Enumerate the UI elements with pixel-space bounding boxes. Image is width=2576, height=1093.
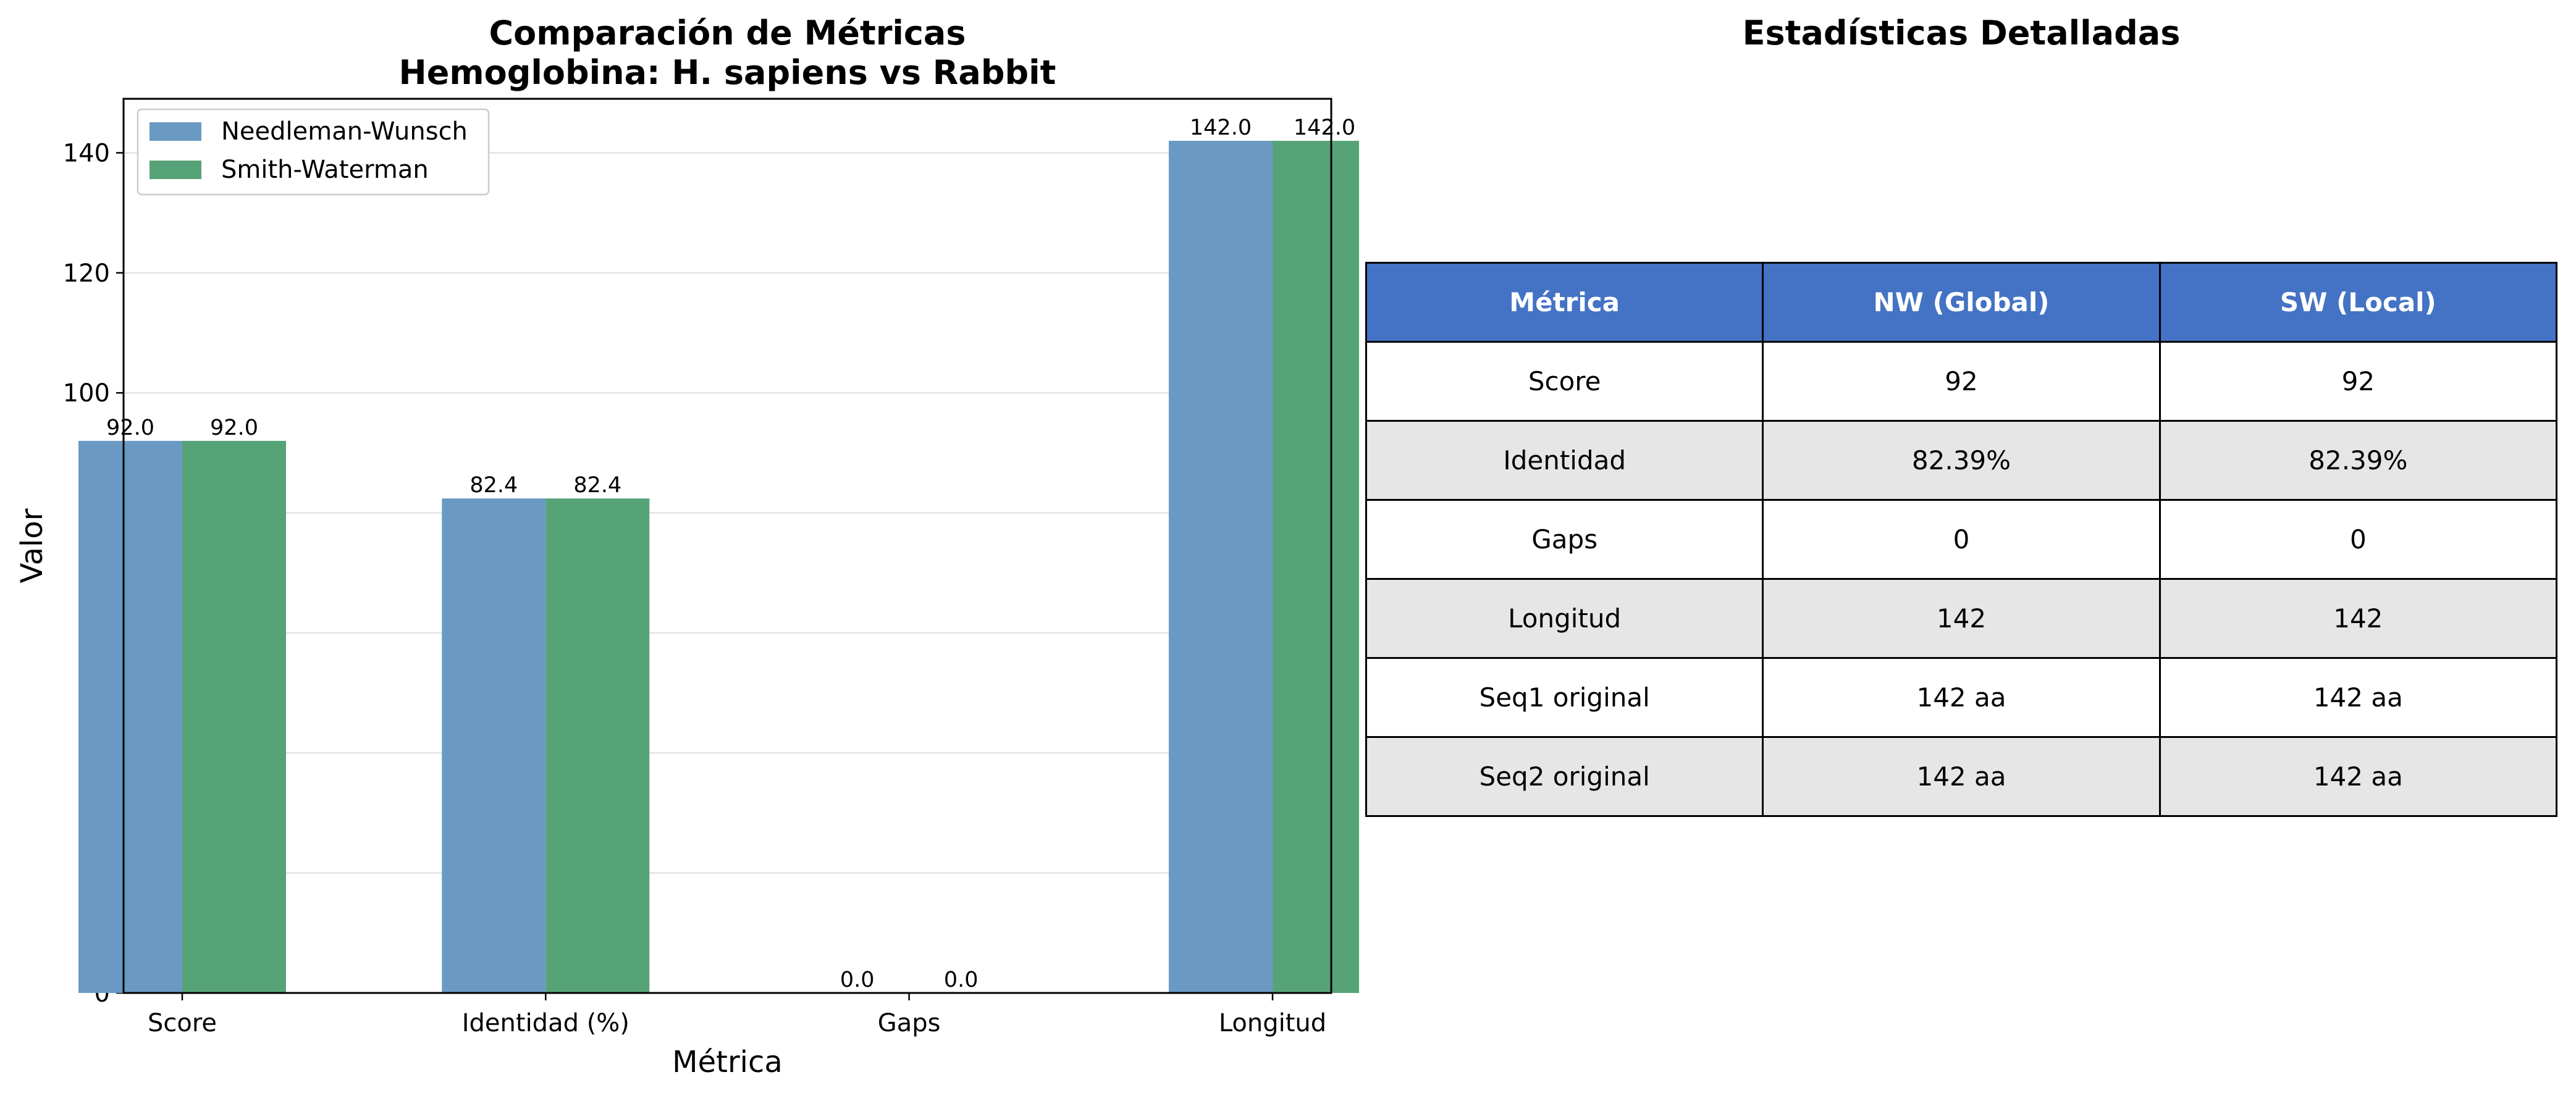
table-cell: 142 aa (1762, 657, 2161, 738)
table-row: Gaps 0 0 (1365, 499, 2558, 580)
table-cell: 142 aa (2158, 657, 2558, 738)
table-cell: 142 (2158, 578, 2558, 659)
table-row: Seq1 original 142 aa 142 aa (1365, 657, 2558, 738)
table-cell: 142 aa (2158, 736, 2558, 817)
table-cell: 142 aa (1762, 736, 2161, 817)
table-row: Score 92 92 (1365, 341, 2558, 422)
table-cell: 0 (2158, 499, 2558, 580)
table-cell: 82.39% (2158, 420, 2558, 501)
table-header-row: Métrica NW (Global) SW (Local) (1365, 262, 2558, 343)
bar (545, 498, 650, 993)
table-cell: 92 (1762, 341, 2161, 422)
bar-data-label: 142.0 (1294, 115, 1355, 140)
table-cell: Gaps (1365, 499, 1764, 580)
header-metric: Métrica (1365, 262, 1764, 343)
table-row: Identidad 82.39% 82.39% (1365, 420, 2558, 501)
x-tick-label: Score (148, 1009, 217, 1037)
bar (78, 440, 182, 993)
header-nw: NW (Global) (1762, 262, 2161, 343)
x-tick-label: Identidad (%) (462, 1009, 629, 1037)
x-axis-label: Métrica (672, 1045, 783, 1079)
bar-data-label: 92.0 (210, 416, 258, 440)
table-cell: 0 (1762, 499, 2161, 580)
table-cell: Score (1365, 341, 1764, 422)
legend-box (137, 108, 490, 196)
legend-label: Needleman-Wunsch (221, 117, 468, 146)
bar (442, 498, 546, 993)
table-cell: Seq2 original (1365, 736, 1764, 817)
legend-swatch (149, 122, 201, 141)
bar-data-label: 82.4 (573, 473, 621, 498)
table-cell: 142 (1762, 578, 2161, 659)
table-cell: 82.39% (1762, 420, 2161, 501)
table-cell: Identidad (1365, 420, 1764, 501)
chart-title-line: Comparación de Métricas (489, 14, 966, 52)
bar-data-label: 0.0 (840, 968, 875, 992)
header-sw: SW (Local) (2158, 262, 2558, 343)
table-cell: 92 (2158, 341, 2558, 422)
plot-frame (122, 98, 1332, 994)
y-tick-label: 120 (63, 259, 110, 288)
table-cell: Longitud (1365, 578, 1764, 659)
bar-data-label: 92.0 (106, 416, 154, 440)
y-axis-label: Valor (15, 508, 49, 583)
legend-label: Smith-Waterman (221, 156, 429, 184)
table-title: Estadísticas Detalladas (1742, 14, 2181, 52)
y-tick-label: 100 (63, 379, 110, 408)
legend-swatch (149, 161, 201, 179)
bar-data-label: 82.4 (469, 473, 518, 498)
table-cell: Seq1 original (1365, 657, 1764, 738)
bar (182, 440, 286, 993)
bar (1273, 141, 1359, 993)
bar-chart: 02040608010012014092.092.0Score82.482.4I… (15, 98, 1359, 1079)
x-tick-label: Longitud (1219, 1009, 1326, 1037)
y-tick-label: 140 (63, 139, 110, 167)
bar-data-label: 142.0 (1190, 115, 1252, 140)
chart-title: Comparación de Métricas Hemoglobina: H. … (124, 14, 1331, 93)
chart-subtitle-line: Hemoglobina: H. sapiens vs Rabbit (398, 53, 1056, 92)
table-row: Longitud 142 142 (1365, 578, 2558, 659)
table-row: Seq2 original 142 aa 142 aa (1365, 736, 2558, 817)
stats-table: Métrica NW (Global) SW (Local) Score 92 … (1365, 262, 2558, 817)
bar (1169, 141, 1273, 993)
x-tick-label: Gaps (878, 1009, 941, 1037)
bar-data-label: 0.0 (944, 968, 979, 992)
